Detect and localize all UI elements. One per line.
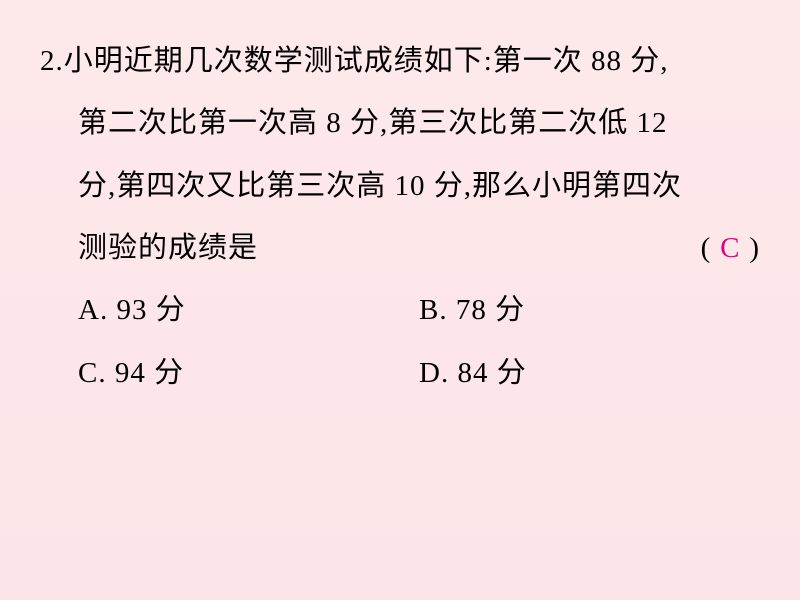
question-text-1: 小明近期几次数学测试成绩如下:第一次 88 分, [64,30,760,92]
paren-open: ( [701,232,712,264]
question-block: 2. 小明近期几次数学测试成绩如下:第一次 88 分, 第二次比第一次高 8 分… [0,0,800,424]
question-number: 2. [40,30,64,92]
option-a: A. 93 分 [78,279,419,341]
question-line-1: 2. 小明近期几次数学测试成绩如下:第一次 88 分, [40,30,760,92]
answer-letter: C [711,217,749,279]
question-text-4: 测验的成绩是 [78,217,258,279]
question-line-3: 分,第四次又比第三次高 10 分,那么小明第四次 [40,155,760,217]
answer-paren: (C) [258,217,760,279]
options-row-1: A. 93 分 B. 78 分 [40,279,760,341]
question-line-4: 测验的成绩是 (C) [40,217,760,279]
option-c: C. 94 分 [78,342,419,404]
question-line-2: 第二次比第一次高 8 分,第三次比第二次低 12 [40,92,760,154]
paren-close: ) [749,232,760,264]
option-d: D. 84 分 [419,342,760,404]
option-b: B. 78 分 [419,279,760,341]
options-row-2: C. 94 分 D. 84 分 [40,342,760,404]
